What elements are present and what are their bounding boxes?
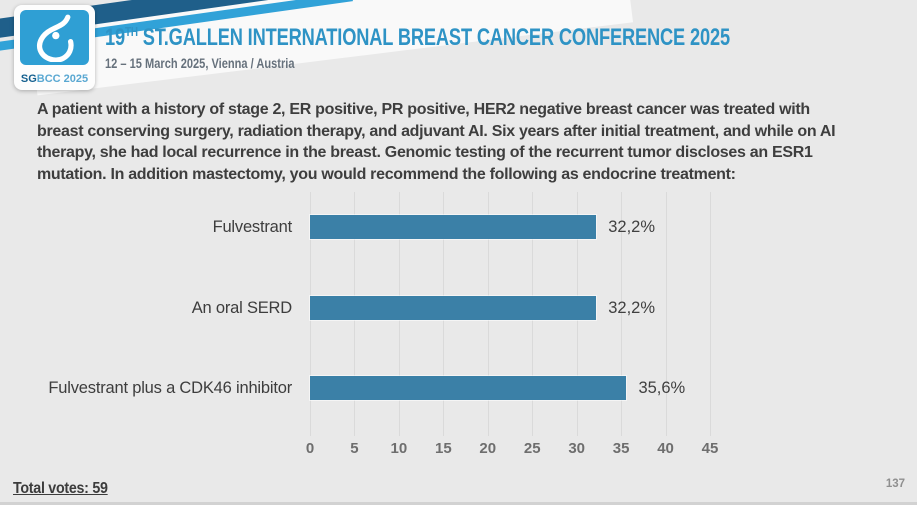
bar-category-label: Fulvestrant xyxy=(212,218,293,236)
bar xyxy=(310,376,627,400)
x-tick-label: 35 xyxy=(612,440,630,457)
title-text: ST.GALLEN INTERNATIONAL BREAST CANCER CO… xyxy=(137,24,730,51)
bar-category-label: Fulvestrant plus a CDK46 inhibitor xyxy=(48,379,292,397)
x-tick-label: 30 xyxy=(568,440,585,457)
bar-value-label: 32,2% xyxy=(608,218,656,236)
x-tick-label: 10 xyxy=(390,440,408,457)
total-votes: Total votes: 59 xyxy=(13,480,108,497)
bar-value-label: 35,6% xyxy=(638,379,686,397)
x-tick-label: 40 xyxy=(657,440,674,457)
title-superscript: TH xyxy=(124,24,138,39)
conference-subtitle: 12 – 15 March 2025, Vienna / Austria xyxy=(105,56,295,71)
grid-line xyxy=(665,192,667,436)
grid-line xyxy=(621,192,623,436)
x-tick-label: 0 xyxy=(305,440,315,457)
sgbcc-logo-text: SGBCC 2025 xyxy=(14,73,95,85)
logo-text-sg: SG xyxy=(20,73,37,85)
header-title-block: 19TH ST.GALLEN INTERNATIONAL BREAST CANC… xyxy=(105,24,917,71)
bar xyxy=(310,215,597,239)
x-tick-label: 20 xyxy=(479,440,497,457)
question-text: A patient with a history of stage 2, ER … xyxy=(37,101,836,183)
grid-line xyxy=(710,192,711,436)
breast-icon xyxy=(36,14,74,62)
bar xyxy=(310,295,597,320)
x-tick-label: 15 xyxy=(434,440,452,457)
bar-category-label: An oral SERD xyxy=(191,298,293,317)
sgbcc-logo-mark xyxy=(20,10,89,65)
x-tick-label: 45 xyxy=(701,440,719,457)
x-tick-label: 5 xyxy=(350,440,359,457)
title-number: 19 xyxy=(105,24,125,51)
logo-text-bcc: BCC 2025 xyxy=(36,73,89,85)
bottom-edge xyxy=(0,502,917,505)
conference-title: 19TH ST.GALLEN INTERNATIONAL BREAST CANC… xyxy=(105,24,730,52)
page-number: 137 xyxy=(885,478,905,490)
sgbcc-logo: SGBCC 2025 xyxy=(14,5,95,90)
bar-value-label: 32,2% xyxy=(608,298,656,317)
chart: 0 5 10 15 20 25 30 35 40 45 Fulvestrant 32,2% An ora… xyxy=(0,190,917,480)
slide-header: SGBCC 2025 19TH ST.GALLEN INTERNATIONAL … xyxy=(0,0,917,96)
x-tick-label: 25 xyxy=(523,440,541,457)
